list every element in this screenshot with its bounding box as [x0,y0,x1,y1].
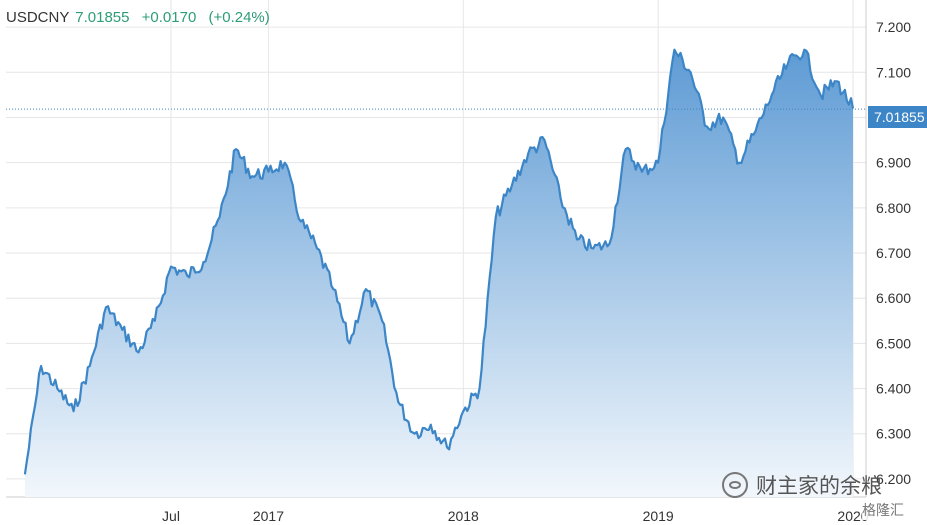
data-point [40,365,42,367]
x-tick-label: 2017 [253,508,284,524]
series-line [23,48,855,475]
x-axis: Jul 2017 2018 2019 2020 [162,508,869,524]
data-point [24,473,26,475]
data-point [413,433,415,435]
data-point [219,216,221,218]
data-point [495,216,497,218]
data-point [511,184,513,186]
data-point [624,148,626,150]
data-point [72,410,74,412]
data-point [722,116,724,118]
data-point [348,342,350,344]
watermark-text: 财主家的余粮 [756,474,882,498]
data-point [527,152,529,154]
x-tick-label: 2020 [837,508,868,524]
wechat-icon [722,472,748,498]
data-point [202,261,204,263]
data-point [657,161,659,163]
data-point [170,265,172,267]
data-point [543,139,545,141]
y-tick-label: 6.400 [876,381,911,397]
y-tick-label: 7.200 [876,19,911,35]
data-point [689,71,691,73]
watermark: 财主家的余粮 [722,470,882,500]
y-tick-label: 6.800 [876,200,911,216]
data-point [738,161,740,163]
data-point [592,247,594,249]
symbol-label: USDCNY [6,9,70,26]
data-point [105,306,107,308]
data-point [186,274,188,276]
data-point [560,198,562,200]
chart-series [6,48,866,497]
y-tick-label: 7.100 [876,64,911,80]
brand-watermark: 格隆汇 [862,500,904,520]
x-tick-label: 2019 [643,508,674,524]
y-tick-label: 6.600 [876,290,911,306]
data-point [267,170,269,172]
x-tick-label: 2018 [448,508,479,524]
data-point [787,62,789,64]
data-point [673,49,675,51]
change-value: +0.0170 [141,9,197,26]
y-tick-label: 6.700 [876,245,911,261]
data-point [771,94,773,96]
data-point [446,446,448,448]
data-point [641,170,643,172]
data-point [154,320,156,322]
data-point [819,94,821,96]
y-tick-label: 6.900 [876,155,911,171]
data-point [251,175,253,177]
series-area [24,49,853,497]
data-point [89,365,91,367]
data-point [706,125,708,127]
y-tick-label: 6.500 [876,335,911,351]
data-point [56,387,58,389]
data-point [235,148,237,150]
data-point [121,329,123,331]
price-value: 7.01855 [75,9,130,26]
data-point [283,161,285,163]
data-point [137,351,139,353]
data-point [316,247,318,249]
change-percent: (+0.24%) [208,9,270,26]
chart-header: USDCNY 7.01855 +0.0170 (+0.24%) [6,9,270,26]
data-point [397,401,399,403]
x-tick-label: Jul [162,508,180,524]
data-point [381,320,383,322]
y-tick-label: 6.200 [876,471,911,487]
y-tick-label: 6.300 [876,426,911,442]
data-point [608,243,610,245]
data-point [462,410,464,412]
data-point [836,80,838,82]
data-point [478,387,480,389]
data-point [754,130,756,132]
data-point [300,220,302,222]
data-point [430,424,432,426]
data-point [576,238,578,240]
y-axis: 6.200 6.300 6.400 6.500 6.600 6.700 6.800 6.900… [876,19,911,487]
data-point [803,49,805,51]
last-price-badge: 7.01855 [868,106,927,128]
data-point [365,288,367,290]
data-point [332,288,334,290]
